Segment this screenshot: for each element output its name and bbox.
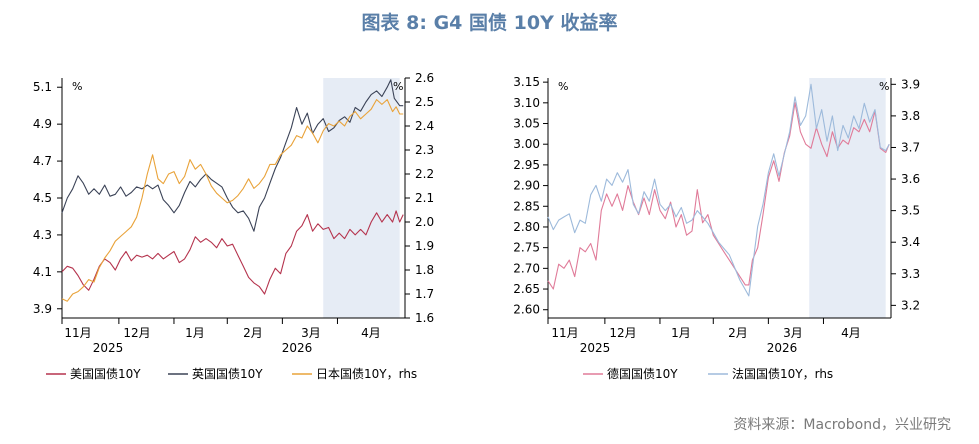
year-label: 2025 bbox=[580, 341, 611, 355]
x-tick-label: 4月 bbox=[361, 326, 381, 340]
left-tick-label: 2.65 bbox=[513, 282, 540, 296]
year-label: 2026 bbox=[282, 341, 313, 355]
x-tick-label: 11月 bbox=[551, 326, 578, 340]
x-tick-label: 1月 bbox=[185, 326, 205, 340]
left-tick-label: 3.15 bbox=[513, 75, 540, 89]
shaded-period bbox=[323, 78, 400, 318]
series-line-2 bbox=[61, 79, 404, 232]
chart-2: % % 3.15 3.10 3.05 3.00 2.95 2.90 2.85 2.80 2.75 2.… bbox=[513, 75, 920, 381]
left-tick-label: 2.60 bbox=[513, 303, 540, 317]
x-tick-label: 1月 bbox=[671, 326, 691, 340]
legend-label: 美国国债10Y bbox=[70, 367, 141, 381]
left-tick-label: 2.80 bbox=[513, 220, 540, 234]
left-tick-label: 5.1 bbox=[33, 80, 52, 94]
left-tick-label: 2.95 bbox=[513, 158, 540, 172]
right-tick-label: 1.6 bbox=[415, 311, 434, 325]
right-tick-label: 3.4 bbox=[901, 235, 920, 249]
series-line-3 bbox=[61, 99, 404, 302]
legend-label: 法国国债10Y，rhs bbox=[732, 367, 833, 381]
x-tick-label: 4月 bbox=[841, 326, 861, 340]
x-tick-label: 2月 bbox=[728, 326, 748, 340]
chart-title: 图表 8: G4 国债 10Y 收益率 bbox=[361, 12, 618, 34]
series-line-2 bbox=[547, 83, 890, 297]
series-line-1 bbox=[547, 102, 890, 290]
legend-label: 日本国债10Y，rhs bbox=[316, 367, 417, 381]
left-tick-label: 3.00 bbox=[513, 137, 540, 151]
left-tick-label: 4.3 bbox=[33, 228, 52, 242]
left-tick-label: 4.5 bbox=[33, 191, 52, 205]
x-tick-label: 12月 bbox=[123, 326, 150, 340]
right-tick-label: 3.5 bbox=[901, 204, 920, 218]
right-tick-label: 2.6 bbox=[415, 71, 434, 85]
left-unit-label: % bbox=[558, 80, 568, 93]
source-note: 资料来源：Macrobond，兴业研究 bbox=[733, 417, 951, 433]
x-tick-label: 12月 bbox=[609, 326, 636, 340]
left-tick-label: 4.7 bbox=[33, 154, 52, 168]
x-tick-label: 11月 bbox=[64, 326, 91, 340]
year-label: 2025 bbox=[93, 341, 124, 355]
right-tick-label: 3.9 bbox=[901, 77, 920, 91]
left-tick-label: 4.9 bbox=[33, 117, 52, 131]
right-tick-label: 3.3 bbox=[901, 267, 920, 281]
left-unit-label: % bbox=[72, 80, 82, 93]
right-tick-label: 3.2 bbox=[901, 298, 920, 312]
right-tick-label: 1.7 bbox=[415, 287, 434, 301]
legend-label: 英国国债10Y bbox=[192, 367, 263, 381]
year-label: 2026 bbox=[767, 341, 798, 355]
chart-1: % % 5.1 4.9 4.7 4.5 4.3 4.1 3.9 2.6 2.5 2.4 2.3 2.2 2.… bbox=[33, 71, 434, 381]
right-tick-label: 2.3 bbox=[415, 143, 434, 157]
left-tick-label: 3.05 bbox=[513, 117, 540, 131]
left-tick-label: 3.10 bbox=[513, 96, 540, 110]
left-tick-label: 2.75 bbox=[513, 241, 540, 255]
right-tick-label: 3.8 bbox=[901, 109, 920, 123]
left-tick-label: 3.9 bbox=[33, 302, 52, 316]
right-tick-label: 3.6 bbox=[901, 172, 920, 186]
right-tick-label: 1.8 bbox=[415, 263, 434, 277]
x-tick-label: 3月 bbox=[301, 326, 321, 340]
right-unit-label: % bbox=[879, 80, 889, 93]
series-line-1 bbox=[61, 210, 404, 295]
right-tick-label: 2.2 bbox=[415, 167, 434, 181]
legend-label: 德国国债10Y bbox=[607, 366, 678, 381]
right-tick-label: 1.9 bbox=[415, 239, 434, 253]
left-tick-label: 2.85 bbox=[513, 199, 540, 213]
right-tick-label: 2.0 bbox=[415, 215, 434, 229]
right-tick-label: 2.4 bbox=[415, 119, 434, 133]
x-tick-label: 3月 bbox=[783, 326, 803, 340]
right-tick-label: 2.1 bbox=[415, 191, 434, 205]
left-tick-label: 2.90 bbox=[513, 179, 540, 193]
left-tick-label: 2.70 bbox=[513, 261, 540, 275]
right-unit-label: % bbox=[393, 80, 403, 93]
right-tick-label: 3.7 bbox=[901, 140, 920, 154]
left-tick-label: 4.1 bbox=[33, 265, 52, 279]
x-tick-label: 2月 bbox=[243, 326, 263, 340]
right-tick-label: 2.5 bbox=[415, 95, 434, 109]
